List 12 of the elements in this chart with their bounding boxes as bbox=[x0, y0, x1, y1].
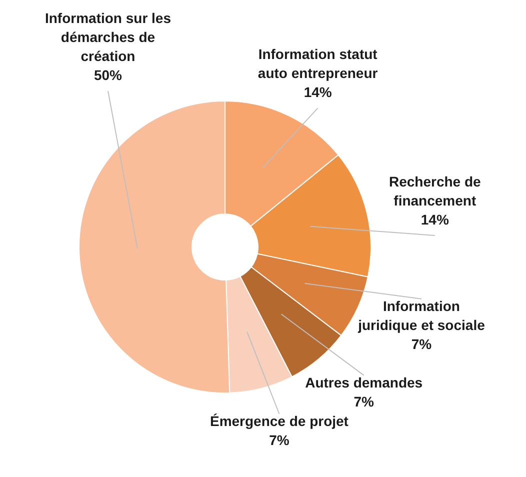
data-label: 7% bbox=[411, 336, 432, 352]
slice-label: Autres demandes bbox=[305, 374, 423, 390]
slice-label: Information statut auto entrepreneur bbox=[258, 46, 378, 82]
data-label: 14% bbox=[420, 211, 450, 228]
slice-label: Information sur les démarches de création bbox=[44, 10, 172, 64]
data-label: 7% bbox=[354, 393, 375, 410]
slice-label: Émergence de projet bbox=[210, 412, 349, 429]
slice-label: Recherche de financement bbox=[388, 173, 482, 208]
data-label: 14% bbox=[304, 84, 332, 100]
slice-label: Information juridique et sociale bbox=[357, 298, 486, 333]
data-label: 50% bbox=[94, 67, 123, 83]
data-label: 7% bbox=[269, 432, 290, 448]
